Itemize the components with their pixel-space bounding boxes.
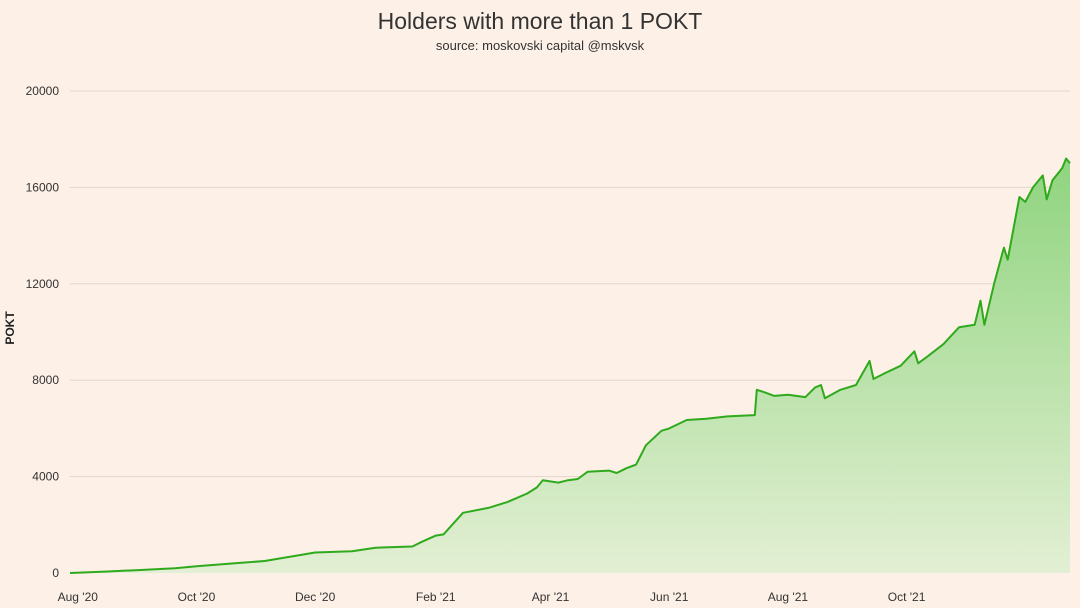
x-tick-label: Aug '20 (58, 590, 99, 604)
y-axis-title: POKT (3, 311, 17, 345)
y-tick-label: 0 (52, 566, 59, 580)
chart-title: Holders with more than 1 POKT (377, 8, 703, 34)
x-tick-label: Dec '20 (295, 590, 336, 604)
y-tick-label: 20000 (26, 84, 60, 98)
y-tick-label: 12000 (26, 277, 60, 291)
y-axis: 0 4000 8000 12000 16000 20000 (26, 84, 60, 580)
x-tick-label: Oct '20 (178, 590, 216, 604)
x-axis: Aug '20 Oct '20 Dec '20 Feb '21 Apr '21 Jun '… (58, 590, 926, 604)
x-tick-label: Apr '21 (532, 590, 570, 604)
x-tick-label: Jun '21 (650, 590, 689, 604)
x-tick-label: Oct '21 (888, 590, 926, 604)
x-tick-label: Aug '21 (768, 590, 809, 604)
y-tick-label: 4000 (32, 470, 59, 484)
y-tick-label: 8000 (32, 373, 59, 387)
y-tick-label: 16000 (26, 180, 60, 194)
chart-subtitle: source: moskovski capital @mskvsk (435, 38, 645, 53)
area-fill (70, 158, 1070, 573)
series-line (69, 157, 1071, 574)
x-tick-label: Feb '21 (416, 590, 456, 604)
